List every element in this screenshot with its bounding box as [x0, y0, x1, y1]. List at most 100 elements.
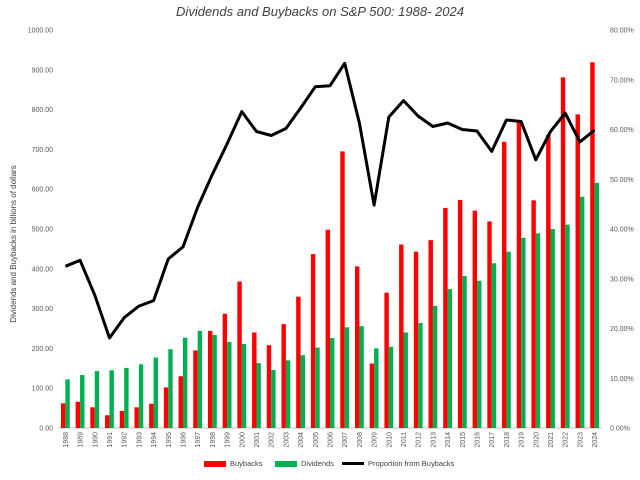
bar-dividends-2013	[432, 305, 438, 428]
bar-buybacks-1996	[178, 376, 183, 428]
y-tick-label: 100.00	[32, 386, 54, 393]
bar-buybacks-2001	[252, 332, 257, 428]
x-tick-label-2005: 2005	[313, 432, 320, 448]
x-tick-label-2014: 2014	[445, 432, 452, 448]
bar-buybacks-2022	[560, 77, 566, 428]
bar-buybacks-2023	[575, 114, 580, 428]
y2-axis-ticks: 0.00% 10.00% 20.00% 30.00% 40.00% 50.00% 60.00…	[610, 28, 634, 433]
bar-dividends-2021	[550, 229, 555, 428]
y2-tick-label: 50.00%	[610, 177, 634, 184]
bar-buybacks-1990	[90, 407, 95, 428]
y2-tick-label: 80.00%	[610, 28, 634, 35]
x-tick-label-2004: 2004	[298, 432, 305, 448]
y-tick-label: 200.00	[32, 346, 54, 353]
legend: Buybacks Dividends Proportion from Buyba…	[0, 459, 640, 473]
bar-dividends-2005	[315, 347, 320, 428]
bar-dividends-1999	[227, 342, 232, 428]
x-tick-label-2021: 2021	[548, 432, 555, 448]
bar-buybacks-2007	[340, 151, 345, 428]
bar-buybacks-2008	[354, 266, 360, 428]
bar-buybacks-2014	[443, 207, 448, 428]
bar-dividends-1989	[80, 375, 85, 428]
bar-dividends-2007	[344, 327, 350, 428]
y2-tick-label: 30.00%	[610, 276, 634, 283]
x-axis-ticks: 1988 1989 1990 1991 1992 1993 1994 1995 1996 1997…	[63, 432, 599, 448]
bar-layer	[60, 62, 600, 428]
bar-dividends-1988	[65, 379, 70, 428]
x-tick-label-2008: 2008	[357, 432, 364, 448]
x-tick-label-2020: 2020	[533, 432, 540, 448]
x-tick-label-1992: 1992	[122, 432, 129, 448]
bar-buybacks-2011	[399, 244, 404, 428]
y-tick-label: 600.00	[32, 187, 54, 194]
bar-buybacks-2009	[369, 363, 375, 428]
bar-dividends-2024	[594, 182, 600, 428]
x-tick-label-2024: 2024	[592, 432, 599, 448]
bar-dividends-2016	[477, 280, 482, 428]
line-proportion-from-buybacks	[64, 61, 596, 340]
bar-buybacks-2010	[384, 292, 389, 428]
bar-buybacks-2000	[237, 281, 242, 428]
x-tick-label-2010: 2010	[386, 432, 393, 448]
bar-buybacks-2024	[590, 62, 595, 428]
y-tick-label: 0.00	[39, 426, 53, 433]
bar-dividends-2008	[359, 326, 364, 428]
x-tick-label-2023: 2023	[577, 432, 584, 448]
bar-dividends-2006	[330, 338, 335, 428]
x-tick-label-2011: 2011	[401, 432, 408, 447]
legend-label-buybacks: Buybacks	[230, 459, 263, 468]
legend-swatch-dividends	[275, 460, 297, 467]
bar-buybacks-2018	[502, 141, 507, 428]
x-tick-label-1996: 1996	[181, 432, 188, 448]
x-tick-label-2018: 2018	[504, 432, 511, 448]
bar-dividends-1993	[138, 364, 144, 428]
bar-buybacks-1997	[193, 350, 198, 428]
x-tick-label-2016: 2016	[475, 432, 482, 448]
y2-tick-label: 10.00%	[610, 376, 634, 383]
x-tick-label-2002: 2002	[269, 432, 276, 448]
y-tick-label: 500.00	[32, 227, 54, 234]
bar-dividends-1995	[168, 349, 173, 428]
bar-buybacks-1999	[222, 313, 228, 428]
x-tick-label-2003: 2003	[283, 432, 290, 448]
bar-dividends-2009	[374, 348, 379, 428]
y-tick-label: 1000.00	[28, 28, 53, 35]
bar-dividends-2015	[462, 275, 467, 428]
bar-dividends-2019	[521, 237, 526, 428]
bar-buybacks-2016	[472, 210, 478, 428]
x-tick-label-2001: 2001	[254, 432, 261, 448]
x-tick-label-1988: 1988	[63, 432, 70, 448]
x-tick-label-1989: 1989	[78, 432, 85, 448]
bar-dividends-1991	[109, 370, 114, 428]
bar-buybacks-1998	[207, 330, 213, 428]
bar-dividends-2023	[579, 196, 585, 428]
bar-dividends-2002	[271, 369, 276, 428]
x-tick-label-2006: 2006	[328, 432, 335, 448]
y-tick-label: 700.00	[32, 147, 54, 154]
bar-buybacks-1994	[149, 403, 154, 428]
x-tick-label-1995: 1995	[166, 432, 173, 448]
bar-dividends-1996	[182, 337, 188, 428]
y-tick-label: 400.00	[32, 266, 54, 273]
bar-buybacks-2020	[531, 200, 536, 428]
x-tick-label-2022: 2022	[563, 432, 570, 448]
x-tick-label-2019: 2019	[519, 432, 526, 448]
y-tick-label: 300.00	[32, 306, 54, 313]
x-tick-label-2017: 2017	[489, 432, 496, 448]
bar-buybacks-1993	[134, 407, 139, 428]
line-layer	[64, 61, 596, 340]
bar-dividends-2010	[388, 346, 394, 428]
legend-swatch-proportion	[342, 462, 364, 465]
bar-buybacks-2003	[281, 324, 286, 428]
legend-item-buybacks: Buybacks	[204, 459, 263, 468]
x-tick-label-1993: 1993	[136, 432, 143, 448]
bar-dividends-2014	[447, 289, 453, 428]
x-tick-label-2015: 2015	[460, 432, 467, 448]
x-tick-label-2012: 2012	[416, 432, 423, 448]
x-tick-label-1994: 1994	[151, 432, 158, 448]
bar-dividends-1990	[94, 371, 100, 428]
legend-label-proportion: Proportion from Buybacks	[368, 459, 455, 468]
x-tick-label-1997: 1997	[195, 432, 202, 448]
bar-buybacks-2017	[487, 221, 492, 428]
